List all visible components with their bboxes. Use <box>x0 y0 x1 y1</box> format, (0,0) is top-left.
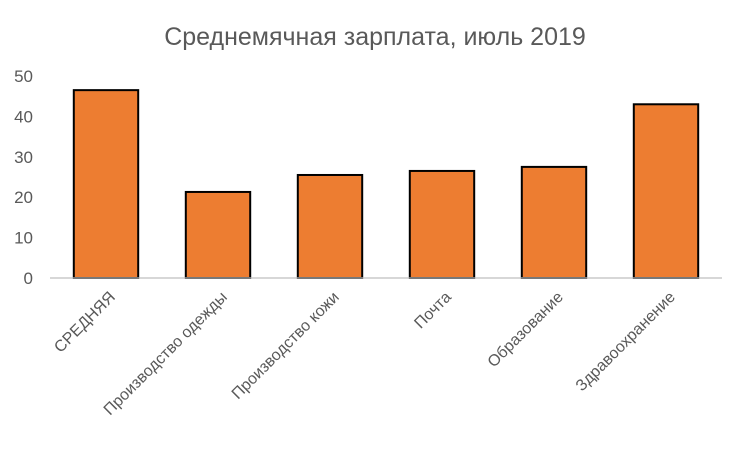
bar <box>72 89 140 279</box>
bar <box>632 103 700 279</box>
bar <box>184 190 252 279</box>
x-tick-label: СРЕДНЯЯ <box>51 289 118 356</box>
x-tick-label: Образование <box>485 289 567 371</box>
y-tick-label: 10 <box>14 229 33 248</box>
x-tick-label: Производство кожи <box>229 289 343 403</box>
y-tick-label: 50 <box>14 67 33 86</box>
bars <box>72 89 700 279</box>
bar <box>520 165 588 279</box>
x-tick-label: Производство одежды <box>101 289 231 419</box>
chart-title: Среднемячная зарплата, июль 2019 <box>164 23 586 51</box>
y-tick-label: 40 <box>14 107 33 126</box>
y-tick-label: 20 <box>14 188 33 207</box>
x-tick-label: Почта <box>411 289 455 333</box>
y-tick-label: 0 <box>24 269 33 288</box>
x-tick-label: Здравоохранение <box>573 289 679 395</box>
y-tick-label: 30 <box>14 148 33 167</box>
bar <box>408 169 476 279</box>
bar <box>296 173 364 279</box>
y-axis-ticks: 0 10 20 30 40 50 <box>14 67 33 288</box>
